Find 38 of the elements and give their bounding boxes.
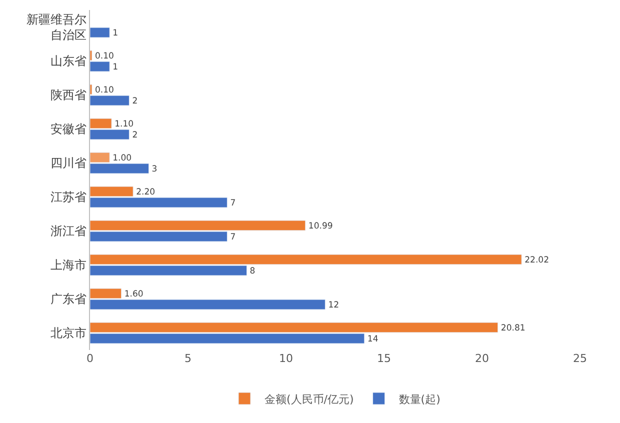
y-tick-label: 山东省 bbox=[50, 54, 87, 68]
data-label: 3 bbox=[152, 164, 158, 174]
bar bbox=[90, 27, 110, 38]
data-label: 0.10 bbox=[94, 85, 114, 96]
y-tick-label: 新疆维吾尔自治区 bbox=[26, 12, 87, 42]
legend-label: 金额(人民币/亿元) bbox=[264, 392, 354, 406]
x-tick-label: 10 bbox=[279, 352, 293, 365]
y-tick-label: 陕西省 bbox=[50, 88, 87, 102]
data-label: 1.10 bbox=[114, 119, 134, 130]
y-tick-label: 北京市 bbox=[50, 326, 87, 340]
data-label: 22.02 bbox=[524, 255, 549, 266]
data-label: 2 bbox=[132, 130, 138, 140]
y-tick-label: 广东省 bbox=[50, 292, 87, 306]
data-label: 1.00 bbox=[112, 153, 132, 164]
data-label: 10.99 bbox=[308, 221, 333, 232]
legend-label: 数量(起) bbox=[398, 392, 440, 406]
data-label: 1 bbox=[112, 62, 118, 72]
data-label: 7 bbox=[230, 198, 236, 208]
data-label: 1.60 bbox=[124, 289, 144, 300]
data-label: 2 bbox=[132, 96, 138, 106]
x-tick-label: 5 bbox=[184, 352, 192, 365]
data-label: 0.10 bbox=[94, 51, 114, 62]
x-tick-label: 25 bbox=[573, 352, 587, 365]
data-label: 7 bbox=[230, 232, 236, 242]
data-label: 12 bbox=[328, 300, 340, 310]
y-tick-label: 浙江省 bbox=[50, 224, 87, 238]
data-label: 1 bbox=[112, 28, 118, 38]
data-label: 14 bbox=[367, 334, 378, 344]
y-tick-label: 四川省 bbox=[50, 156, 87, 170]
y-tick-label: 江苏省 bbox=[50, 190, 87, 204]
y-tick-label: 上海市 bbox=[50, 258, 87, 272]
x-tick-label: 15 bbox=[377, 352, 391, 365]
y-tick-label: 安徽省 bbox=[50, 122, 87, 136]
x-tick-label: 0 bbox=[86, 352, 94, 365]
data-label: 2.20 bbox=[136, 187, 156, 198]
x-tick-label: 20 bbox=[475, 352, 489, 365]
data-label: 8 bbox=[250, 266, 256, 276]
data-label: 20.81 bbox=[500, 323, 526, 334]
